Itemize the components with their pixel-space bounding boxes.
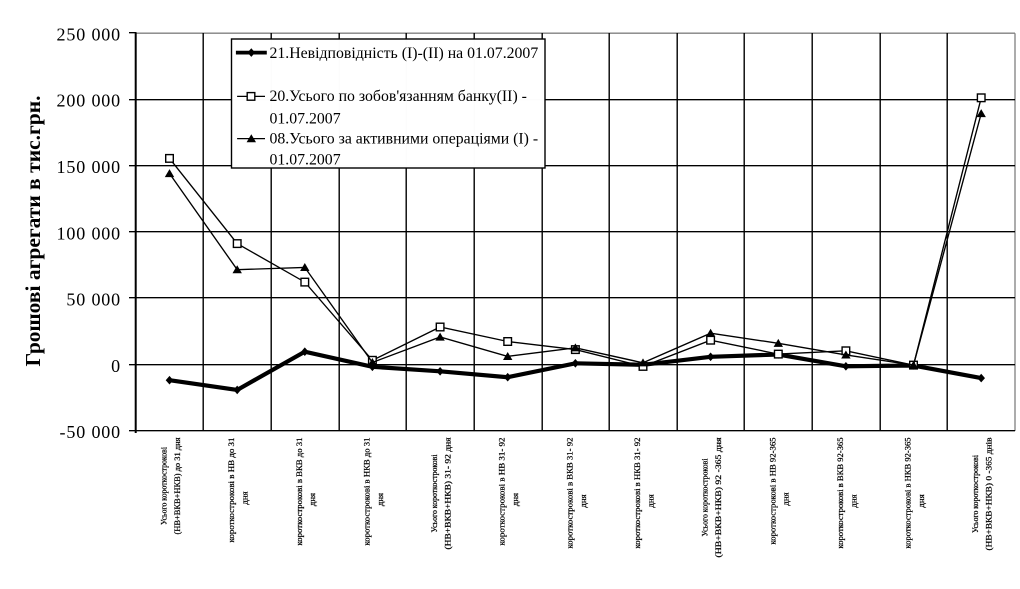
svg-text:Усього короткострокові: Усього короткострокові <box>159 447 169 525</box>
svg-text:150 000: 150 000 <box>57 157 121 177</box>
svg-text:дня: дня <box>510 493 520 506</box>
svg-text:дня: дня <box>781 492 791 505</box>
svg-text:21.Невідповідність (І)-(ІІ) на: 21.Невідповідність (І)-(ІІ) на 01.07.200… <box>270 45 539 62</box>
svg-text:дня: дня <box>916 494 926 507</box>
svg-text:08.Усього за активними операці: 08.Усього за активними операціями (І) - <box>270 131 539 148</box>
svg-text:Усього короткострокові: Усього короткострокові <box>970 455 980 533</box>
svg-text:короткострокові в ВКВ 31- 92: короткострокові в ВКВ 31- 92 <box>564 438 574 549</box>
svg-text:дня: дня <box>578 494 588 507</box>
svg-text:100 000: 100 000 <box>57 223 121 243</box>
svg-text:короткострокові в НВ 31- 92: короткострокові в НВ 31- 92 <box>497 438 507 546</box>
svg-text:01.07.2007: 01.07.2007 <box>270 152 341 169</box>
svg-text:дня: дня <box>645 494 655 507</box>
svg-text:(НВ+ВКВ+НКВ) до 31 дня: (НВ+ВКВ+НКВ) до 31 дня <box>172 438 182 535</box>
svg-text:Усього короткострокові: Усього короткострокові <box>700 458 710 536</box>
svg-text:50 000: 50 000 <box>66 290 121 310</box>
svg-text:дня: дня <box>240 491 250 504</box>
svg-text:01.07.2007: 01.07.2007 <box>270 111 341 128</box>
svg-text:250 000: 250 000 <box>57 24 121 44</box>
svg-text:20.Усього по зобов'язанням бан: 20.Усього по зобов'язанням банку(ІІ) - <box>270 88 527 105</box>
svg-text:короткострокові в НКВ 92-365: короткострокові в НКВ 92-365 <box>903 437 913 549</box>
svg-text:0: 0 <box>111 356 121 376</box>
svg-text:короткострокові в ВКВ до 31: короткострокові в ВКВ до 31 <box>294 438 304 546</box>
svg-text:(НВ+ВКВ+НКВ) 92 -365 дня: (НВ+ВКВ+НКВ) 92 -365 дня <box>713 438 723 558</box>
svg-text:короткострокові в НВ до 31: короткострокові в НВ до 31 <box>226 438 236 543</box>
svg-text:дня: дня <box>307 493 317 506</box>
svg-text:(НВ+ВКВ+НКВ) 0 -365 днів: (НВ+ВКВ+НКВ) 0 -365 днів <box>984 438 994 551</box>
svg-text:короткострокові в НВ 92-365: короткострокові в НВ 92-365 <box>767 437 777 545</box>
svg-text:дня: дня <box>848 494 858 507</box>
svg-text:200 000: 200 000 <box>57 91 121 111</box>
svg-text:короткострокові в НКВ 31- 92: короткострокові в НКВ 31- 92 <box>632 438 642 549</box>
svg-text:дня: дня <box>375 493 385 506</box>
svg-text:короткострокові в НКВ до 31: короткострокові в НКВ до 31 <box>361 438 371 546</box>
svg-text:короткострокові в ВКВ 92-365: короткострокові в ВКВ 92-365 <box>835 437 845 549</box>
svg-text:(НВ+ВКВ+НКВ) 31- 92 дня: (НВ+ВКВ+НКВ) 31- 92 дня <box>443 438 453 550</box>
svg-text:Грошові агрегати в тис.грн.: Грошові агрегати в тис.грн. <box>21 96 45 367</box>
svg-text:Усього короткострокові: Усього короткострокові <box>429 454 439 532</box>
svg-text:-50 000: -50 000 <box>60 422 121 442</box>
